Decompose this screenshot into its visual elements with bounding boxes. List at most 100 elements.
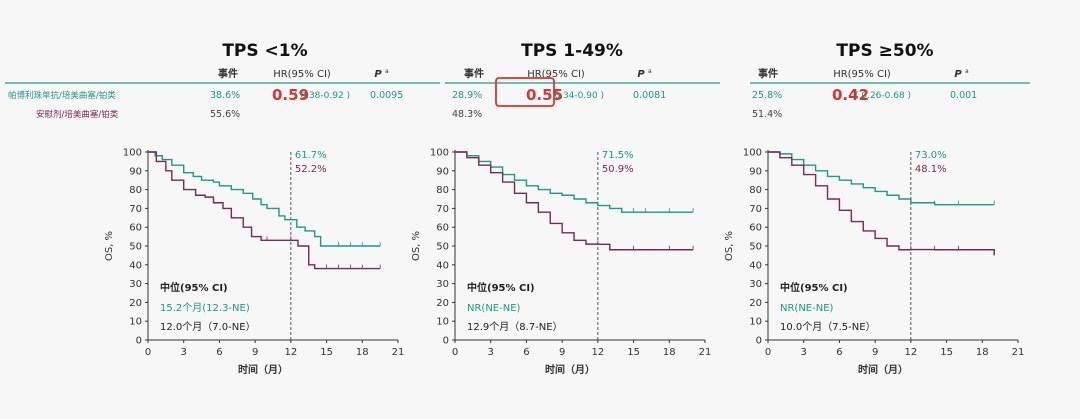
col-p-superscript: a: [965, 68, 969, 75]
landmark-placebo: 50.9%: [602, 164, 634, 175]
y-tick-label: 70: [129, 204, 142, 215]
y-tick-label: 50: [749, 242, 762, 253]
y-tick-label: 30: [436, 279, 449, 290]
y-tick-label: 100: [123, 148, 142, 159]
y-tick-label: 20: [749, 298, 762, 309]
x-tick-label: 3: [488, 347, 494, 358]
p-value: 0.0081: [633, 90, 666, 101]
col-hr-header: HR(95% CI): [527, 69, 585, 80]
landmark-pembro: 71.5%: [602, 150, 634, 161]
median-placebo: 12.0个月（7.0-NE）: [160, 321, 256, 333]
y-tick-label: 10: [436, 317, 449, 328]
hr-highlight-box: [495, 77, 555, 107]
y-tick-label: 50: [129, 242, 142, 253]
col-events-header: 事件: [218, 67, 238, 80]
y-tick-label: 60: [436, 223, 449, 234]
median-header: 中位(95% CI): [780, 281, 848, 294]
y-tick-label: 70: [749, 204, 762, 215]
y-tick-label: 90: [749, 166, 762, 177]
x-tick-label: 6: [523, 347, 529, 358]
median-pembro: NR(NE-NE): [780, 303, 834, 314]
km-curve-placebo: [768, 151, 995, 256]
events-pembro: 28.9%: [452, 90, 482, 101]
events-pembro: 25.8%: [752, 90, 782, 101]
y-tick-label: 100: [430, 148, 449, 159]
col-p-header: P: [954, 69, 962, 80]
x-tick-label: 15: [320, 347, 333, 358]
y-tick-label: 50: [436, 242, 449, 253]
p-value: 0.0095: [370, 90, 403, 101]
y-tick-label: 0: [136, 336, 142, 347]
x-axis-label: 时间（月）: [238, 363, 288, 376]
hr-value: 0.59: [272, 86, 309, 104]
km-curve-pembro: [455, 151, 694, 213]
y-axis-label: OS, %: [411, 231, 422, 261]
landmark-placebo: 52.2%: [295, 164, 327, 175]
col-hr-header: HR(95% CI): [833, 69, 891, 80]
y-axis-label: OS, %: [724, 231, 735, 261]
median-placebo: 10.0个月（7.5-NE）: [780, 321, 876, 333]
col-events-header: 事件: [464, 67, 484, 80]
y-axis-label: OS, %: [104, 231, 115, 261]
x-tick-label: 12: [284, 347, 297, 358]
km-curve-pembro: [768, 151, 995, 206]
col-p-header: P: [374, 69, 382, 80]
y-tick-label: 30: [129, 279, 142, 290]
y-tick-label: 80: [129, 185, 142, 196]
x-tick-label: 18: [663, 347, 676, 358]
x-tick-label: 18: [356, 347, 369, 358]
x-axis-label: 时间（月）: [858, 363, 908, 376]
y-tick-label: 20: [129, 298, 142, 309]
x-tick-label: 18: [976, 347, 989, 358]
y-tick-label: 40: [436, 260, 449, 271]
y-tick-label: 10: [749, 317, 762, 328]
events-pembro: 38.6%: [210, 90, 240, 101]
events-placebo: 51.4%: [752, 109, 782, 120]
events-placebo: 55.6%: [210, 109, 240, 120]
landmark-pembro: 61.7%: [295, 150, 327, 161]
median-pembro: 15.2个月(12.3-NE): [160, 302, 250, 314]
y-tick-label: 60: [749, 223, 762, 234]
x-tick-label: 0: [452, 347, 458, 358]
x-axis-label: 时间（月）: [545, 363, 595, 376]
x-tick-label: 9: [252, 347, 258, 358]
panel-title: TPS 1-49%: [521, 41, 623, 61]
panel-title: TPS <1%: [222, 41, 307, 61]
landmark-placebo: 48.1%: [915, 164, 947, 175]
y-tick-label: 40: [129, 260, 142, 271]
y-tick-label: 0: [756, 336, 762, 347]
y-tick-label: 60: [129, 223, 142, 234]
x-tick-label: 12: [904, 347, 917, 358]
panel-title: TPS ≥50%: [836, 41, 933, 61]
km-curve-placebo: [148, 151, 381, 270]
median-header: 中位(95% CI): [467, 281, 535, 294]
x-tick-label: 12: [591, 347, 604, 358]
median-placebo: 12.9个月（8.7-NE）: [467, 321, 563, 333]
x-tick-label: 6: [836, 347, 842, 358]
y-tick-label: 40: [749, 260, 762, 271]
col-events-header: 事件: [758, 67, 778, 80]
hr-value: 0.42: [832, 86, 869, 104]
median-header: 中位(95% CI): [160, 281, 228, 294]
p-value: 0.001: [950, 90, 977, 101]
x-tick-label: 21: [392, 347, 405, 358]
km-curve-placebo: [455, 151, 694, 251]
col-p-superscript: a: [648, 68, 652, 75]
x-tick-label: 15: [627, 347, 640, 358]
x-tick-label: 6: [216, 347, 222, 358]
col-p-superscript: a: [385, 68, 389, 75]
y-tick-label: 20: [436, 298, 449, 309]
y-tick-label: 10: [129, 317, 142, 328]
km-curve-pembro: [148, 151, 381, 247]
events-placebo: 48.3%: [452, 109, 482, 120]
landmark-pembro: 73.0%: [915, 150, 947, 161]
x-tick-label: 15: [940, 347, 953, 358]
y-tick-label: 70: [436, 204, 449, 215]
x-tick-label: 21: [699, 347, 712, 358]
y-tick-label: 80: [749, 185, 762, 196]
x-tick-label: 0: [145, 347, 151, 358]
y-tick-label: 100: [743, 148, 762, 159]
y-tick-label: 80: [436, 185, 449, 196]
